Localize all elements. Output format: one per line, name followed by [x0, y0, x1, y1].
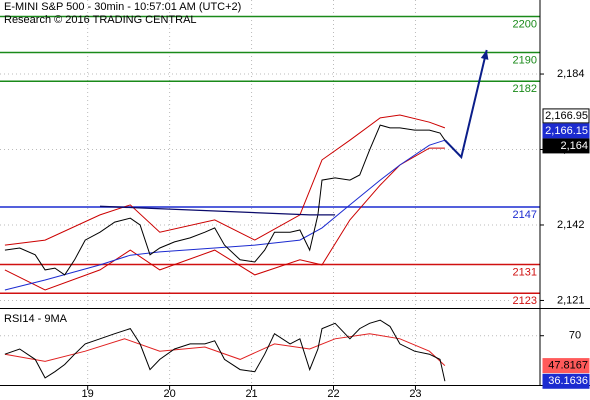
- series-line: [4, 124, 446, 276]
- value-tag: [542, 373, 590, 389]
- chart-title: E-MINI S&P 500 - 30min - 10:57:01 AM (UT…: [4, 1, 241, 13]
- value-tag: [542, 138, 590, 154]
- level-label-bg: [510, 83, 539, 96]
- series-line: [4, 333, 446, 366]
- trendline-line: [99, 205, 336, 216]
- value-tag: [542, 358, 590, 374]
- value-tag: [542, 123, 590, 139]
- y-tick-label: 2,121: [557, 294, 585, 306]
- level-label: 2123: [513, 295, 537, 307]
- level-label: 2200: [513, 18, 537, 30]
- value-tag-label: 47.8167: [548, 359, 588, 371]
- arrow-head: [480, 49, 489, 60]
- value-tag: [542, 108, 590, 124]
- level-label-bg: [510, 266, 539, 279]
- plot-area: [0, 0, 540, 385]
- x-tick-label: 20: [163, 388, 175, 400]
- value-tag-label: 2,166.95: [545, 110, 588, 122]
- level-label: 2190: [513, 54, 537, 66]
- level-label-bg: [510, 54, 539, 67]
- value-tag-label: 2,166.15: [545, 125, 588, 137]
- level-label: 2147: [513, 209, 537, 221]
- rsi-title: RSI14 - 9MA: [4, 313, 68, 325]
- value-tag-label: 2,164: [560, 140, 588, 152]
- x-tick-label: 23: [409, 388, 421, 400]
- y-tick-label: 70: [569, 330, 581, 342]
- y-tick-label: 2,142: [557, 219, 585, 231]
- chart-subtitle: Research © 2016 TRADING CENTRAL: [4, 14, 197, 26]
- series-line: [4, 147, 445, 291]
- level-label: 2182: [513, 83, 537, 95]
- x-tick-label: 22: [327, 388, 339, 400]
- y-tick-label: 2,184: [557, 68, 585, 80]
- level-label-bg: [510, 209, 539, 222]
- value-tag-label: 36.1636: [548, 375, 588, 387]
- level-label-bg: [510, 18, 539, 31]
- series-line: [4, 139, 446, 291]
- x-tick-label: 19: [82, 388, 94, 400]
- level-label: 2131: [513, 266, 537, 278]
- x-tick-label: 21: [245, 388, 257, 400]
- level-label-bg: [510, 295, 539, 308]
- forecast-line: [444, 49, 488, 160]
- series-line: [4, 114, 446, 246]
- series-line: [4, 319, 446, 382]
